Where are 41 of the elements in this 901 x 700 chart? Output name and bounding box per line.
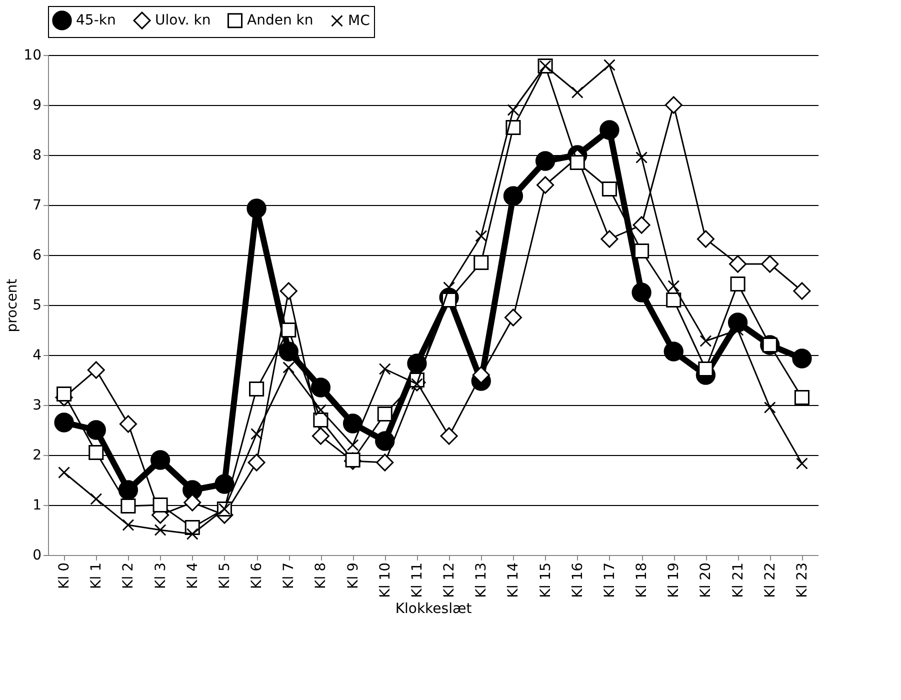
x-tick-label: Kl 6	[249, 562, 266, 589]
y-tick-label: 4	[32, 348, 42, 364]
legend-label: 45-kn	[76, 12, 116, 28]
x-tick-label: Kl 22	[762, 562, 778, 598]
x-tick-label: Kl 7	[281, 562, 298, 589]
x-tick-label: Kl 1	[88, 562, 105, 589]
y-tick-label: 9	[32, 98, 42, 114]
x-tick-label: Kl 11	[409, 562, 426, 598]
y-tick-label: 1	[32, 498, 42, 514]
x-tick-label: Kl 13	[474, 562, 490, 598]
y-tick-label: 0	[32, 548, 42, 564]
x-tick-label: Kl 19	[666, 562, 682, 598]
x-tick-label: Kl 4	[184, 562, 201, 589]
x-tick-label: Kl 18	[634, 562, 650, 598]
x-tick-label: Kl 12	[442, 562, 458, 598]
x-tick-label: Kl 10	[377, 562, 394, 598]
x-tick-label: Kl 15	[538, 562, 554, 598]
x-tick-label: Kl 21	[730, 562, 746, 598]
x-tick-label: Kl 20	[698, 562, 714, 598]
y-tick-label: 3	[32, 398, 42, 414]
x-tick-label: Kl 0	[56, 562, 73, 589]
y-tick-label: 7	[32, 198, 42, 214]
x-tick-label: Kl 9	[345, 562, 362, 589]
y-tick-label: 2	[32, 448, 42, 464]
x-tick-label: Kl 23	[794, 562, 810, 598]
y-tick-label: 5	[32, 298, 42, 314]
x-tick-label: Kl 14	[506, 562, 522, 598]
y-tick-label: 6	[32, 248, 42, 264]
x-tick-label: Kl 5	[216, 562, 233, 589]
legend-label: MC	[348, 12, 370, 29]
y-tick-label: 8	[32, 148, 42, 164]
y-tick-label: 10	[24, 48, 42, 64]
x-tick-label: Kl 3	[152, 562, 169, 589]
x-tick-label: Kl 2	[120, 562, 137, 589]
legend-label: Anden kn	[247, 12, 314, 29]
legend-label: Ulov. kn	[155, 12, 211, 28]
x-tick-label: Kl 17	[602, 562, 618, 598]
x-axis-title: Klokkeslæt	[395, 600, 472, 617]
x-tick-label: Kl 8	[313, 562, 330, 589]
y-axis-title: procent	[4, 278, 21, 332]
x-tick-label: Kl 16	[570, 562, 586, 598]
